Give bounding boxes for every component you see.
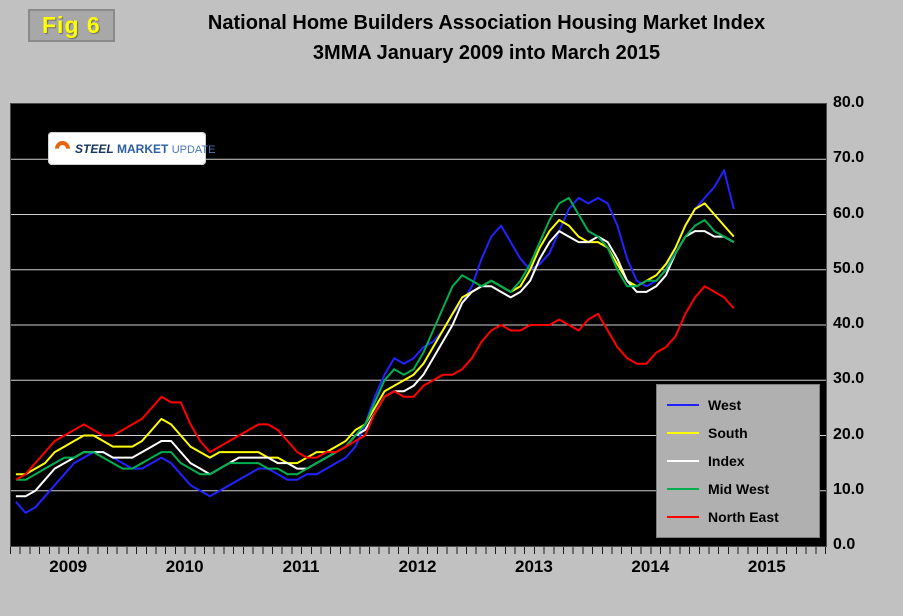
x-year-label: 2012: [398, 557, 437, 576]
y-tick-label: 20.0: [833, 425, 865, 443]
steel-market-update-logo: STEEL MARKET UPDATE: [48, 132, 216, 165]
series-line-west: [15, 169, 735, 514]
series-line-south: [15, 202, 735, 476]
legend-label: North East: [708, 509, 779, 525]
series-line-index: [15, 230, 735, 498]
y-axis-labels: 80.0 70.0 60.0 50.0 40.0 30.0 20.0 10.0 0.0: [833, 94, 899, 553]
legend-line-sample: [667, 404, 699, 406]
chart-legend: West South Index Mid West North East: [656, 384, 820, 538]
chart-title-line1: National Home Builders Association Housi…: [207, 12, 766, 34]
logo-word-update: UPDATE: [171, 143, 216, 156]
x-axis-month-ticks: [10, 547, 826, 554]
y-tick-label: 80.0: [833, 94, 865, 111]
y-tick-label: 50.0: [833, 259, 865, 277]
y-tick-label: 60.0: [833, 204, 865, 222]
legend-label: Mid West: [708, 481, 770, 497]
logo-text: STEEL MARKET UPDATE: [75, 142, 216, 156]
x-year-label: 2009: [49, 557, 88, 576]
y-tick-label: 70.0: [833, 149, 865, 167]
x-year-label: 2014: [631, 557, 670, 576]
chart-title: National Home Builders Association Housi…: [110, 8, 863, 68]
legend-line-sample: [667, 488, 699, 490]
chart-title-line2: 3MMA January 2009 into March 2015: [312, 42, 661, 64]
plot-area: [10, 103, 827, 547]
legend-item-index: Index: [667, 448, 809, 474]
legend-line-sample: [667, 460, 699, 462]
logo-swoosh-icon: [51, 137, 74, 160]
legend-line-sample: [667, 516, 699, 518]
x-year-label: 2011: [282, 557, 320, 576]
legend-label: South: [708, 425, 748, 441]
logo-word-market: MARKET: [117, 141, 169, 156]
x-axis-year-labels: 2009 2010 2011 2012 2013 2014 2015: [10, 557, 825, 583]
legend-label: West: [708, 397, 742, 413]
y-tick-label: 40.0: [833, 315, 865, 332]
series-line-mid-west: [15, 196, 735, 481]
x-year-label: 2013: [515, 557, 553, 576]
legend-item-south: South: [667, 420, 809, 446]
y-tick-label: 10.0: [833, 480, 865, 498]
x-year-label: 2015: [747, 557, 786, 576]
series-line-north-east: [15, 285, 735, 481]
legend-item-north-east: North East: [667, 504, 809, 530]
y-tick-label: 30.0: [833, 370, 865, 388]
logo-word-steel: STEEL: [75, 141, 114, 156]
legend-line-sample: [667, 432, 699, 434]
legend-item-mid-west: Mid West: [667, 476, 809, 502]
x-year-label: 2010: [165, 557, 204, 576]
legend-item-west: West: [667, 392, 809, 418]
y-tick-label: 0.0: [833, 536, 856, 553]
legend-label: Index: [708, 453, 745, 469]
figure-number-label: Fig 6: [28, 9, 115, 42]
